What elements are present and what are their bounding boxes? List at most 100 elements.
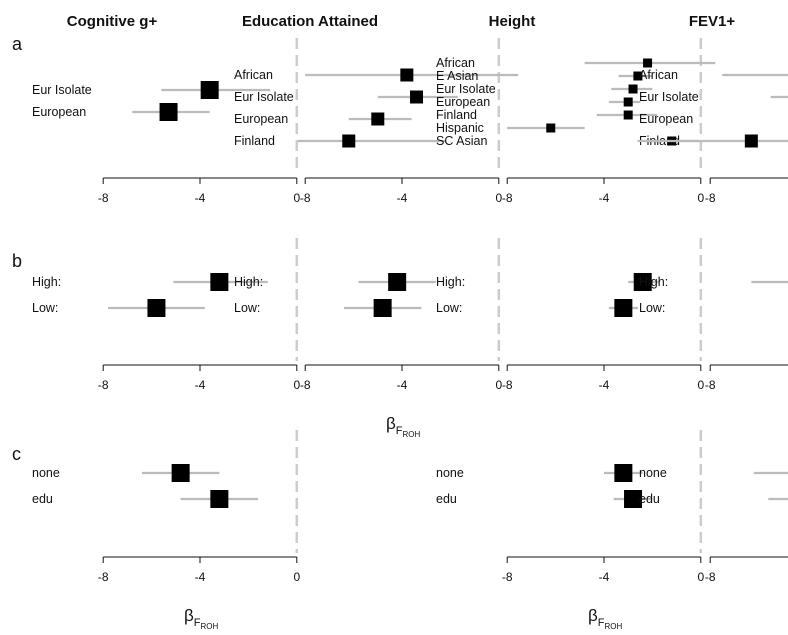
category-label: High: [639,275,668,289]
panels: -8 -4 0 Eur Isolate European -8 -4 0 African Eur … [32,38,788,631]
category-label: Low: [234,301,260,315]
x-tick-label: 0 [697,191,704,205]
x-tick-label: 0 [495,378,502,392]
x-axis-label: βFROH [184,606,219,631]
category-label: none [32,466,60,480]
x-tick-label: -8 [705,191,716,205]
x-tick-label: 0 [697,378,704,392]
category-label: African [234,68,273,82]
category-label: Eur Isolate [32,83,92,97]
category-label: European [234,112,288,126]
category-label: High: [32,275,61,289]
x-tick-label: 0 [293,191,300,205]
row-letter-a: a [12,34,23,54]
category-label: African [436,56,475,70]
point-estimate [210,273,229,291]
point-estimate [628,84,638,94]
x-tick-label: 0 [495,191,502,205]
point-estimate [614,299,633,317]
point-estimate [410,90,424,104]
row-letter-c: c [12,444,21,464]
category-label: High: [436,275,465,289]
category-label: High: [234,275,263,289]
point-estimate [371,112,385,126]
column-titles: Cognitive g+ Education Attained Height F… [67,13,736,30]
category-label: edu [32,492,53,506]
category-label: none [639,466,667,480]
point-estimate [147,299,166,317]
point-estimate [744,134,758,148]
point-estimate [210,490,229,508]
x-tick-label: -8 [502,378,513,392]
column-title-education: Education Attained [242,13,378,30]
x-tick-label: -4 [599,191,610,205]
point-estimate [159,103,178,121]
category-label: African [639,68,678,82]
x-tick-label: -8 [98,191,109,205]
x-tick-label: -8 [98,570,109,584]
category-label: Eur Isolate [234,90,294,104]
x-tick-label: -8 [705,570,716,584]
category-label: Eur Isolate [639,90,699,104]
panel-b-height: -8 -4 0 High: Low: [436,238,704,392]
panel-c-height: -8 -4 0 none edu βFROH [436,430,704,631]
category-label: Low: [436,301,462,315]
panel-a-cognitive: -8 -4 0 Eur Isolate European [32,38,300,205]
x-tick-label: -4 [599,378,610,392]
x-tick-label: -8 [502,191,513,205]
x-tick-label: -4 [195,191,206,205]
x-tick-label: -4 [195,570,206,584]
row-letters: a b c [12,34,23,464]
point-estimate [623,110,633,120]
category-label: Finland [234,134,275,148]
x-tick-label: 0 [697,570,704,584]
point-estimate [614,464,633,482]
panel-b-cognitive: -8 -4 0 High: Low: [32,238,300,392]
x-tick-label: -8 [300,191,311,205]
point-estimate [633,273,652,291]
point-estimate [400,68,414,82]
category-label: edu [639,492,660,506]
x-axis-label: βFROH [386,414,421,439]
category-label: European [639,112,693,126]
x-tick-label: 0 [293,570,300,584]
category-label: none [436,466,464,480]
category-label: European [436,95,490,109]
x-tick-label: -8 [98,378,109,392]
point-estimate [546,123,556,133]
panel-c-cognitive: -8 -4 0 none edu βFROH [32,430,300,631]
x-tick-label: 0 [293,378,300,392]
column-title-fev1: FEV1+ [689,13,736,30]
x-tick-label: -8 [300,378,311,392]
point-estimate [623,97,633,107]
category-label: European [32,105,86,119]
x-tick-label: -4 [397,378,408,392]
x-tick-label: -8 [705,378,716,392]
category-label: edu [436,492,457,506]
x-tick-label: -4 [397,191,408,205]
category-label: Finland [436,108,477,122]
x-axis-label: βFROH [588,606,623,631]
x-tick-label: -4 [195,378,206,392]
point-estimate [388,273,407,291]
column-title-cognitive: Cognitive g+ [67,13,158,30]
point-estimate [633,71,643,81]
row-letter-b: b [12,251,22,271]
panel-b-education: -8 -4 0 High: Low: βFROH [234,238,502,439]
category-label: Low: [639,301,665,315]
category-label: Hispanic [436,121,484,135]
point-estimate [624,490,643,508]
point-estimate [171,464,190,482]
x-tick-label: -4 [599,570,610,584]
category-label: E Asian [436,69,478,83]
x-tick-label: -8 [502,570,513,584]
point-estimate [200,81,219,99]
column-title-height: Height [489,13,536,30]
category-label: Low: [32,301,58,315]
